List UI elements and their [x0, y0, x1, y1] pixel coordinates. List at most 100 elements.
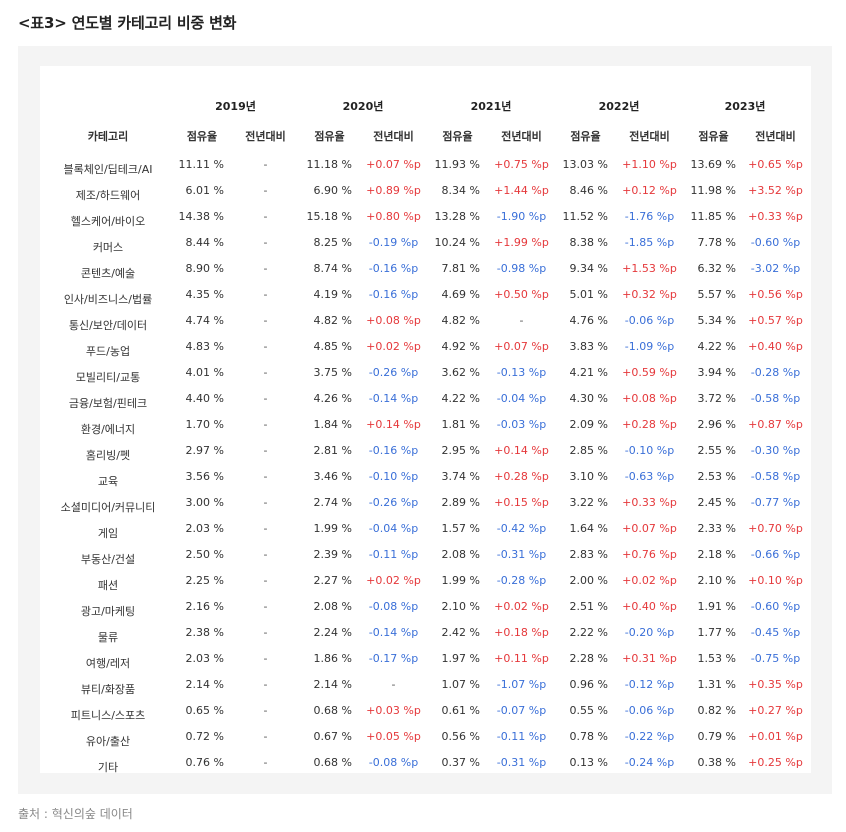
share-cell: 4.22 %	[441, 391, 480, 405]
yoy-cell: -0.31 %p	[496, 755, 547, 769]
share-cell: 2.97 %	[185, 443, 224, 457]
share-cell: 3.62 %	[441, 365, 480, 379]
share-cell: 3.83 %	[569, 339, 608, 353]
share-cell: 11.93 %	[434, 157, 480, 171]
share-cell: 2.14 %	[185, 677, 224, 691]
yoy-cell: +0.07 %p	[366, 157, 421, 171]
yoy-cell: -0.19 %p	[368, 235, 419, 249]
yoy-cell: -0.08 %p	[368, 599, 419, 613]
yoy-cell: -	[519, 313, 524, 327]
yoy-cell: -0.42 %p	[496, 521, 547, 535]
table-row: 헬스케어/바이오 14.38 % - 15.18 % +0.80 %p 13.28 % -1…	[44, 203, 807, 229]
yoy-cell: -	[263, 755, 268, 769]
share-cell: 0.82 %	[697, 703, 736, 717]
yoy-cell: -0.14 %p	[368, 391, 419, 405]
category-cell: 인사/비즈니스/법률	[63, 293, 153, 306]
category-share-table: 2019년 2020년 2021년 2022년 2023년 카테고리 점유율 전…	[44, 91, 807, 775]
share-cell: 11.52 %	[562, 209, 608, 223]
yoy-cell: -0.26 %p	[368, 365, 419, 379]
category-cell: 소셜미디어/커뮤니티	[60, 501, 156, 514]
table-row: 커머스 8.44 % - 8.25 % -0.19 %p 10.24 % +1.99 %p 8…	[44, 229, 807, 255]
yoy-cell: -0.11 %p	[368, 547, 419, 561]
share-cell: 2.28 %	[569, 651, 608, 665]
share-cell: 0.79 %	[697, 729, 736, 743]
share-cell: 4.01 %	[185, 365, 224, 379]
yoy-cell: +1.44 %p	[494, 183, 549, 197]
year-header: 2023년	[724, 100, 766, 113]
yoy-cell: -0.58 %p	[750, 391, 801, 405]
yoy-cell: +0.57 %p	[748, 313, 803, 327]
share-cell: 8.25 %	[313, 235, 352, 249]
yoy-cell: -0.26 %p	[368, 495, 419, 509]
yoy-cell: +0.33 %p	[622, 495, 677, 509]
share-cell: 2.89 %	[441, 495, 480, 509]
yoy-cell: +1.99 %p	[494, 235, 549, 249]
category-cell: 통신/보안/데이터	[68, 319, 148, 332]
yoy-cell: -0.14 %p	[368, 625, 419, 639]
year-header: 2020년	[342, 100, 384, 113]
year-header-row: 2019년 2020년 2021년 2022년 2023년	[44, 91, 807, 121]
yoy-cell: +0.31 %p	[622, 651, 677, 665]
yoy-cell: -0.22 %p	[624, 729, 675, 743]
yoy-cell: -	[263, 183, 268, 197]
yoy-cell: +0.01 %p	[748, 729, 803, 743]
share-cell: 0.55 %	[569, 703, 608, 717]
yoy-cell: +0.02 %p	[366, 339, 421, 353]
table-row: 푸드/농업 4.83 % - 4.85 % +0.02 %p 4.92 % +0.07 %p…	[44, 333, 807, 359]
share-cell: 1.31 %	[697, 677, 736, 691]
category-cell: 게임	[97, 527, 119, 540]
share-cell: 2.16 %	[185, 599, 224, 613]
share-cell: 4.92 %	[441, 339, 480, 353]
yoy-cell: +3.52 %p	[748, 183, 803, 197]
yoy-cell: -0.13 %p	[496, 365, 547, 379]
category-cell: 뷰티/화장품	[80, 683, 136, 696]
category-cell: 교육	[97, 475, 119, 488]
share-cell: 3.74 %	[441, 469, 480, 483]
yoy-cell: -0.16 %p	[368, 287, 419, 301]
yoy-cell: -0.60 %p	[750, 599, 801, 613]
share-cell: 2.03 %	[185, 521, 224, 535]
category-cell: 여행/레저	[85, 657, 131, 670]
share-cell: 9.34 %	[569, 261, 608, 275]
share-cell: 4.83 %	[185, 339, 224, 353]
share-cell: 4.69 %	[441, 287, 480, 301]
share-cell: 0.68 %	[313, 755, 352, 769]
yoy-cell: +0.32 %p	[622, 287, 677, 301]
table-body: 블록체인/딥테크/AI 11.11 % - 11.18 % +0.07 %p 11.93 …	[44, 151, 807, 775]
share-cell: 1.86 %	[313, 651, 352, 665]
yoy-cell: +0.40 %p	[748, 339, 803, 353]
share-cell: 4.26 %	[313, 391, 352, 405]
share-cell: 0.37 %	[441, 755, 480, 769]
yoy-cell: -	[263, 573, 268, 587]
year-header: 2019년	[215, 100, 256, 113]
table-row: 광고/마케팅 2.16 % - 2.08 % -0.08 %p 2.10 % +0.02 %…	[44, 593, 807, 619]
yoy-cell: -0.11 %p	[496, 729, 547, 743]
yoy-cell: +0.02 %p	[622, 573, 677, 587]
yoy-cell: -	[263, 261, 268, 275]
share-cell: 3.22 %	[569, 495, 608, 509]
yoy-cell: -	[263, 547, 268, 561]
table-row: 인사/비즈니스/법률 4.35 % - 4.19 % -0.16 %p 4.69 % +0.…	[44, 281, 807, 307]
share-cell: 5.57 %	[697, 287, 736, 301]
share-cell: 10.24 %	[434, 235, 480, 249]
yoy-cell: +0.80 %p	[366, 209, 421, 223]
yoy-cell: -0.58 %p	[750, 469, 801, 483]
share-cell: 2.25 %	[185, 573, 224, 587]
table-row: 제조/하드웨어 6.01 % - 6.90 % +0.89 %p 8.34 % +1.44 …	[44, 177, 807, 203]
yoy-cell: -	[263, 729, 268, 743]
yoy-cell: +0.02 %p	[366, 573, 421, 587]
share-cell: 1.84 %	[313, 417, 352, 431]
yoy-cell: -0.75 %p	[750, 651, 801, 665]
yoy-cell: -0.10 %p	[624, 443, 675, 457]
yoy-cell: +0.56 %p	[748, 287, 803, 301]
share-cell: 8.74 %	[313, 261, 352, 275]
yoy-cell: +0.03 %p	[366, 703, 421, 717]
share-cell: 5.34 %	[697, 313, 736, 327]
table-row: 교육 3.56 % - 3.46 % -0.10 %p 3.74 % +0.28 %p 3.1…	[44, 463, 807, 489]
table-row: 게임 2.03 % - 1.99 % -0.04 %p 1.57 % -0.42 %p 1.6…	[44, 515, 807, 541]
share-cell: 7.78 %	[697, 235, 736, 249]
share-cell: 2.33 %	[697, 521, 736, 535]
share-cell: 3.56 %	[185, 469, 224, 483]
yoy-cell: -	[263, 417, 268, 431]
share-cell: 2.53 %	[697, 469, 736, 483]
